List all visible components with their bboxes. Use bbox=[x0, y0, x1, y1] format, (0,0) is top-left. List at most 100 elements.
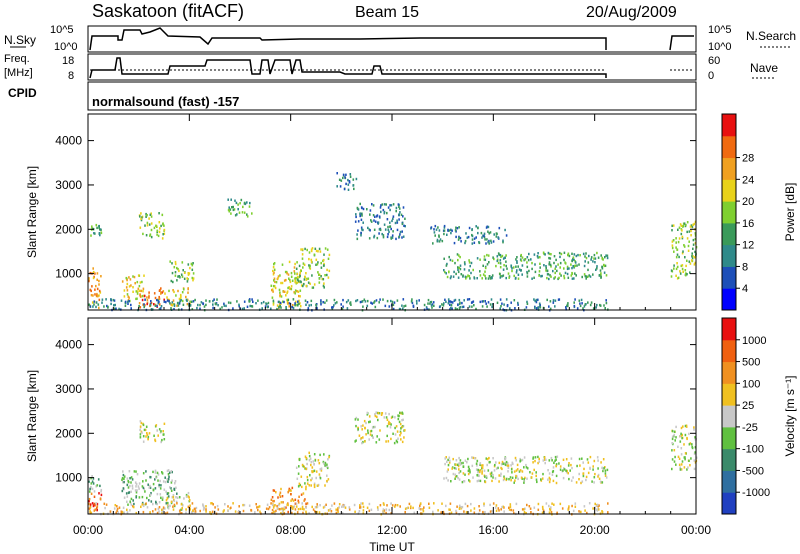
data-cell bbox=[139, 281, 142, 284]
data-cell bbox=[548, 261, 551, 264]
data-cell bbox=[154, 469, 157, 472]
data-cell bbox=[483, 234, 485, 238]
data-cell bbox=[94, 293, 96, 296]
data-cell bbox=[365, 433, 367, 436]
data-cell bbox=[484, 300, 486, 303]
data-cell bbox=[518, 268, 521, 271]
data-cell bbox=[593, 476, 596, 479]
data-cell bbox=[248, 205, 251, 208]
data-cell bbox=[191, 502, 194, 505]
data-cell bbox=[460, 240, 462, 243]
data-cell bbox=[300, 284, 303, 287]
data-cell bbox=[223, 304, 226, 307]
data-cell bbox=[675, 425, 677, 429]
data-cell bbox=[387, 228, 390, 231]
data-cell bbox=[553, 461, 555, 464]
data-cell bbox=[483, 232, 486, 235]
data-cell bbox=[563, 276, 566, 280]
data-cell bbox=[402, 418, 404, 421]
data-cell bbox=[447, 458, 449, 462]
data-cell bbox=[185, 295, 187, 299]
data-cell bbox=[399, 430, 402, 433]
data-cell bbox=[325, 299, 328, 302]
data-cell bbox=[382, 508, 385, 511]
data-cell bbox=[93, 232, 95, 235]
data-cell bbox=[368, 502, 371, 506]
data-cell bbox=[313, 482, 316, 485]
data-cell bbox=[305, 278, 308, 281]
data-cell bbox=[511, 269, 513, 273]
colorbar-segment bbox=[722, 470, 736, 493]
data-cell bbox=[303, 465, 305, 468]
data-cell bbox=[122, 506, 125, 509]
data-cell bbox=[180, 273, 183, 276]
data-cell bbox=[168, 471, 171, 474]
data-cell bbox=[437, 509, 439, 512]
data-cell bbox=[181, 506, 183, 510]
data-cell bbox=[137, 287, 140, 290]
x-tick-label: 04:00 bbox=[174, 523, 204, 537]
data-cell bbox=[439, 305, 442, 308]
data-cell bbox=[251, 305, 254, 308]
data-cell bbox=[450, 304, 453, 307]
data-cell bbox=[574, 505, 577, 508]
data-cell bbox=[586, 275, 589, 278]
data-cell bbox=[323, 262, 325, 266]
data-cell bbox=[373, 236, 375, 239]
data-cell bbox=[548, 476, 551, 480]
data-cell bbox=[88, 497, 91, 501]
data-cell bbox=[463, 268, 466, 271]
data-cell bbox=[92, 482, 95, 485]
data-cell bbox=[311, 274, 313, 277]
data-cell bbox=[305, 457, 308, 460]
data-cell bbox=[371, 302, 374, 305]
data-cell bbox=[88, 480, 90, 483]
data-cell bbox=[459, 470, 462, 473]
data-cell bbox=[673, 250, 675, 253]
data-cell bbox=[159, 479, 161, 483]
data-cell bbox=[348, 181, 351, 184]
data-cell bbox=[490, 298, 493, 301]
data-cell bbox=[476, 277, 478, 280]
data-cell bbox=[490, 472, 493, 475]
data-cell bbox=[163, 298, 165, 301]
data-cell bbox=[517, 273, 520, 276]
data-cell bbox=[441, 239, 444, 243]
data-cell bbox=[337, 508, 339, 512]
data-cell bbox=[537, 508, 540, 511]
data-cell bbox=[479, 463, 481, 466]
data-cell bbox=[133, 502, 135, 506]
data-cell bbox=[483, 255, 486, 258]
data-cell bbox=[153, 226, 156, 230]
data-cell bbox=[537, 461, 539, 465]
data-cell bbox=[294, 498, 297, 501]
data-cell bbox=[317, 484, 319, 487]
data-cell bbox=[561, 507, 564, 510]
data-cell bbox=[274, 280, 276, 284]
data-cell bbox=[533, 506, 536, 509]
data-cell bbox=[126, 282, 129, 286]
data-cell bbox=[449, 306, 452, 310]
data-cell bbox=[158, 295, 160, 299]
data-cell bbox=[675, 246, 677, 249]
data-cell bbox=[323, 462, 325, 465]
data-cell bbox=[679, 435, 681, 438]
data-cell bbox=[508, 276, 510, 279]
data-cell bbox=[583, 467, 585, 471]
data-cell bbox=[189, 504, 191, 507]
data-cell bbox=[582, 474, 585, 478]
data-cell bbox=[101, 298, 104, 301]
data-cell bbox=[409, 506, 412, 510]
data-cell bbox=[139, 420, 142, 423]
data-cell bbox=[563, 251, 566, 254]
data-cell bbox=[583, 273, 586, 276]
data-cell bbox=[121, 280, 124, 283]
data-cell bbox=[153, 434, 155, 437]
data-cell bbox=[326, 268, 328, 272]
data-cell bbox=[391, 234, 394, 237]
data-cell bbox=[155, 224, 157, 227]
data-cell bbox=[338, 178, 341, 181]
data-cell bbox=[495, 461, 497, 464]
data-cell bbox=[592, 465, 594, 468]
